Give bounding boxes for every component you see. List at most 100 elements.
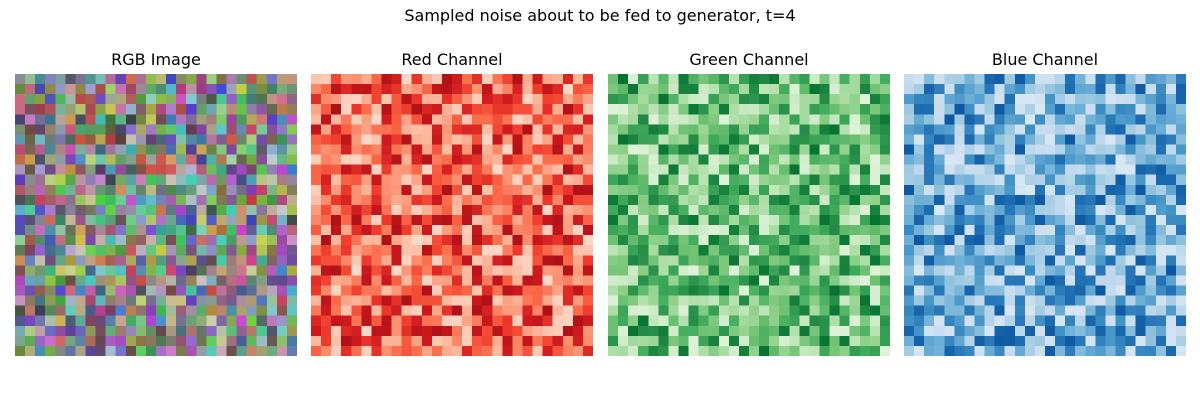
heatmap-cell [391,184,403,196]
heatmap-cell [749,275,760,286]
heatmap-cell [799,315,810,327]
heatmap-cell [582,225,593,236]
heatmap-cell [718,305,730,317]
heatmap-cell [246,215,258,226]
heatmap-cell [839,265,851,276]
heatmap-cell [361,305,372,317]
heatmap-cell [482,215,493,226]
heatmap-cell [431,225,443,236]
heatmap-cell [954,325,965,337]
heatmap-cell [799,285,810,296]
heatmap-cell [839,84,851,95]
heatmap-cell [55,295,66,307]
heatmap-cell [206,225,217,236]
heatmap-cell [156,114,167,125]
heatmap-cell [75,225,86,236]
heatmap-cell [738,215,750,226]
heatmap-cell [839,94,851,105]
heatmap-cell [728,84,740,95]
heatmap-cell [421,295,433,307]
heatmap-cell [1115,325,1126,337]
heatmap-cell [994,164,1006,176]
heatmap-cell [934,124,945,135]
heatmap-cell [1145,94,1157,105]
heatmap-cell [859,194,871,206]
heatmap-cell [115,204,127,216]
heatmap-cell [135,345,147,356]
heatmap-cell [15,74,26,85]
heatmap-cell [608,295,619,307]
heatmap-cell [1055,174,1066,186]
heatmap-cell [311,225,322,236]
heatmap-cell [904,345,915,356]
heatmap-cell [1045,275,1056,286]
heatmap-cell [391,204,403,216]
heatmap-cell [718,134,730,145]
heatmap-cell [246,184,258,196]
heatmap-cell [256,325,268,337]
heatmap-cell [85,235,96,246]
heatmap-cell [1095,215,1106,226]
heatmap-cell [708,265,720,276]
heatmap-cell [819,215,830,226]
heatmap-cell [914,315,925,327]
heatmap-cell [135,134,147,145]
heatmap-cell [944,184,955,196]
heatmap-cell [15,295,26,307]
heatmap-cell [286,345,297,356]
heatmap-cell [25,144,36,155]
heatmap-cell [156,275,167,286]
heatmap-cell [984,215,996,226]
heatmap-cell [779,315,790,327]
heatmap-cell [914,94,925,105]
heatmap-cell [55,265,66,276]
heatmap-cell [105,215,117,226]
heatmap-cell [914,154,925,166]
heatmap-cell [266,305,278,317]
heatmap-cell [441,255,453,266]
heatmap-cell [512,255,523,266]
heatmap-cell [708,114,720,125]
heatmap-cell [512,275,523,286]
heatmap-cell [115,154,127,166]
heatmap-cell [994,94,1006,105]
heatmap-cell [984,225,996,236]
heatmap-cell [512,104,523,115]
heatmap-cell [441,94,453,105]
heatmap-cell [472,275,483,286]
heatmap-cell [492,104,503,115]
heatmap-cell [532,164,544,176]
heatmap-cell [45,215,56,226]
heatmap-cell [944,94,955,105]
heatmap-cell [266,174,278,186]
heatmap-cell [738,84,750,95]
heatmap-cell [1115,285,1126,296]
heatmap-cell [166,154,177,166]
heatmap-cell [115,184,127,196]
heatmap-cell [512,94,523,105]
heatmap-cell [401,295,413,307]
heatmap-cell [728,124,740,135]
heatmap-cell [668,114,679,125]
heatmap-cell [914,134,925,145]
heatmap-cell [1034,124,1046,135]
heatmap-cell [25,295,36,307]
heatmap-cell [1085,245,1096,256]
heatmap-cell [1155,84,1167,95]
heatmap-cell [839,245,851,256]
heatmap-cell [984,315,996,327]
heatmap-cell [216,335,227,347]
heatmap-cell [472,144,483,155]
heatmap-cell [819,315,830,327]
heatmap-cell [1175,94,1186,105]
heatmap-cell [286,114,297,125]
heatmap-cell [1045,255,1056,266]
heatmap-cell [759,245,770,256]
heatmap-cell [371,345,382,356]
heatmap-cell [1075,174,1086,186]
heatmap-cell [522,134,533,145]
heatmap-cell [759,255,770,266]
heatmap-cell [206,164,217,176]
heatmap-cell [246,285,258,296]
heatmap-cell [311,74,322,85]
